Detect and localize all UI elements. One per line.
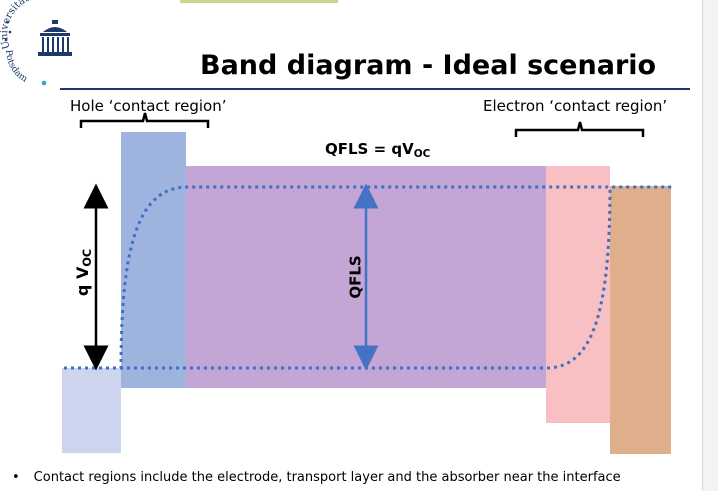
electron-electrode: [610, 186, 671, 454]
qvoc-label-prefix: q V: [73, 266, 93, 297]
qfls-equation-subscript: OC: [413, 148, 431, 160]
electron-quasi-fermi-level: [64, 186, 612, 370]
qvoc-label: q VOC: [73, 249, 94, 296]
electron-contact-brace: [514, 121, 645, 137]
hole-quasi-fermi-level: [64, 185, 672, 370]
slide-title: Band diagram - Ideal scenario: [200, 50, 657, 81]
window-scrollbar[interactable]: [702, 0, 718, 491]
qfls-equation-prefix: QFLS = qV: [325, 140, 414, 158]
bullet-text: Contact regions include the electrode, t…: [33, 470, 621, 485]
title-rule: [60, 88, 690, 90]
top-accent-bar: [180, 0, 338, 3]
hole-transport-layer: [121, 132, 186, 388]
qvoc-label-subscript: OC: [81, 248, 95, 267]
qfls-arrow-label: QFLS: [346, 255, 365, 299]
bullet-point: • Contact regions include the electrode, …: [12, 470, 621, 485]
qfls-equation: QFLS = qVOC: [325, 140, 430, 160]
electron-contact-label: Electron ‘contact region’: [483, 97, 668, 115]
bullet-dot: •: [12, 470, 20, 485]
university-logo: Universität Potsdam: [0, 0, 72, 86]
hole-contact-label: Hole ‘contact region’: [70, 97, 227, 115]
electron-transport-layer: [546, 166, 610, 423]
hole-contact-brace: [79, 112, 210, 128]
hole-electrode: [62, 368, 121, 453]
